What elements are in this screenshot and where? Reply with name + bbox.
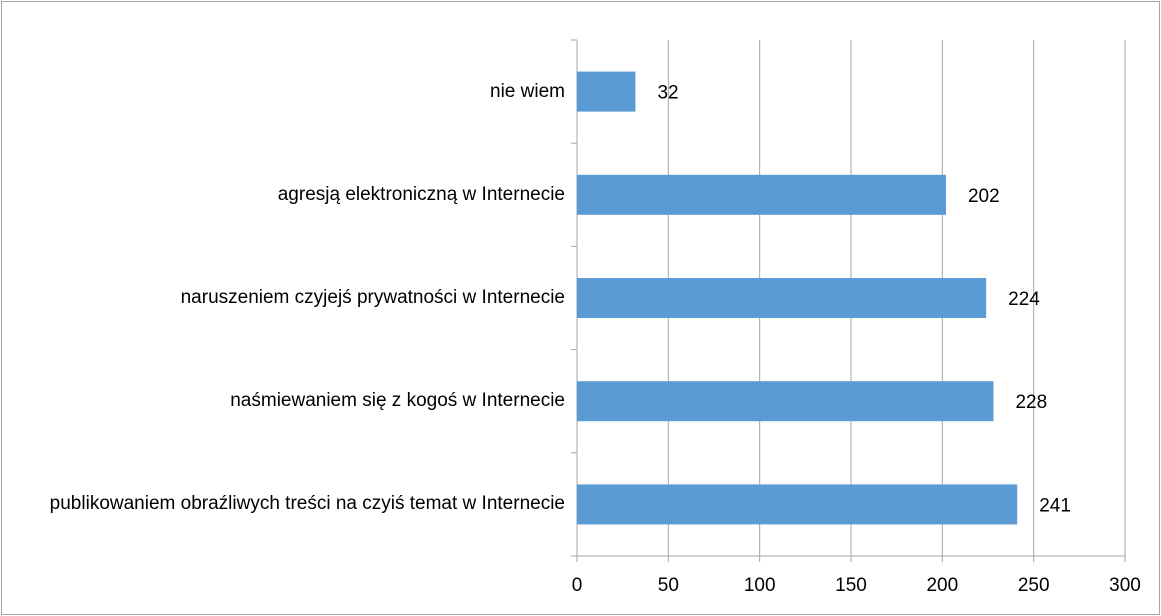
x-tick-label: 50 xyxy=(658,575,679,596)
bar xyxy=(577,278,987,318)
y-tick-label: nie wiem xyxy=(490,80,565,102)
y-tick-label-box: naruszeniem czyjejś prywatności w Intern… xyxy=(10,246,565,349)
data-label: 32 xyxy=(657,83,678,104)
y-tick-label-box: publikowaniem obraźliwych treści na czyi… xyxy=(10,453,565,556)
bar xyxy=(577,71,636,112)
y-label-box: nie wiem xyxy=(10,40,565,143)
y-label-box: naśmiewaniem się z kogoś w Internecie xyxy=(10,350,565,453)
x-tick-label: 100 xyxy=(744,575,776,596)
bar xyxy=(577,174,946,215)
x-tick-label: 0 xyxy=(572,575,583,596)
bar xyxy=(577,381,994,422)
y-label-box: naruszeniem czyjejś prywatności w Intern… xyxy=(10,246,565,349)
y-tick-label: publikowaniem obraźliwych treści na czyi… xyxy=(49,493,565,515)
y-tick-label: naruszeniem czyjejś prywatności w Intern… xyxy=(180,286,565,308)
x-tick-label: 200 xyxy=(926,575,958,596)
y-tick-label-box: nie wiem xyxy=(10,40,565,143)
x-tick-label: 150 xyxy=(835,575,867,596)
x-tick-label: 300 xyxy=(1109,575,1141,596)
y-tick-label-box: agresją elektroniczną w Internecie xyxy=(10,143,565,246)
bar xyxy=(577,484,1018,525)
data-label: 224 xyxy=(1008,289,1040,310)
x-tick-label: 250 xyxy=(1018,575,1050,596)
data-label: 202 xyxy=(968,186,1000,207)
y-tick-label: agresją elektroniczną w Internecie xyxy=(277,183,565,205)
y-tick-label-box: naśmiewaniem się z kogoś w Internecie xyxy=(10,350,565,453)
y-tick-label: naśmiewaniem się z kogoś w Internecie xyxy=(230,390,565,412)
y-label-box: publikowaniem obraźliwych treści na czyi… xyxy=(10,453,565,556)
data-label: 241 xyxy=(1039,495,1071,516)
data-label: 228 xyxy=(1015,392,1047,413)
y-label-box: agresją elektroniczną w Internecie xyxy=(10,143,565,246)
